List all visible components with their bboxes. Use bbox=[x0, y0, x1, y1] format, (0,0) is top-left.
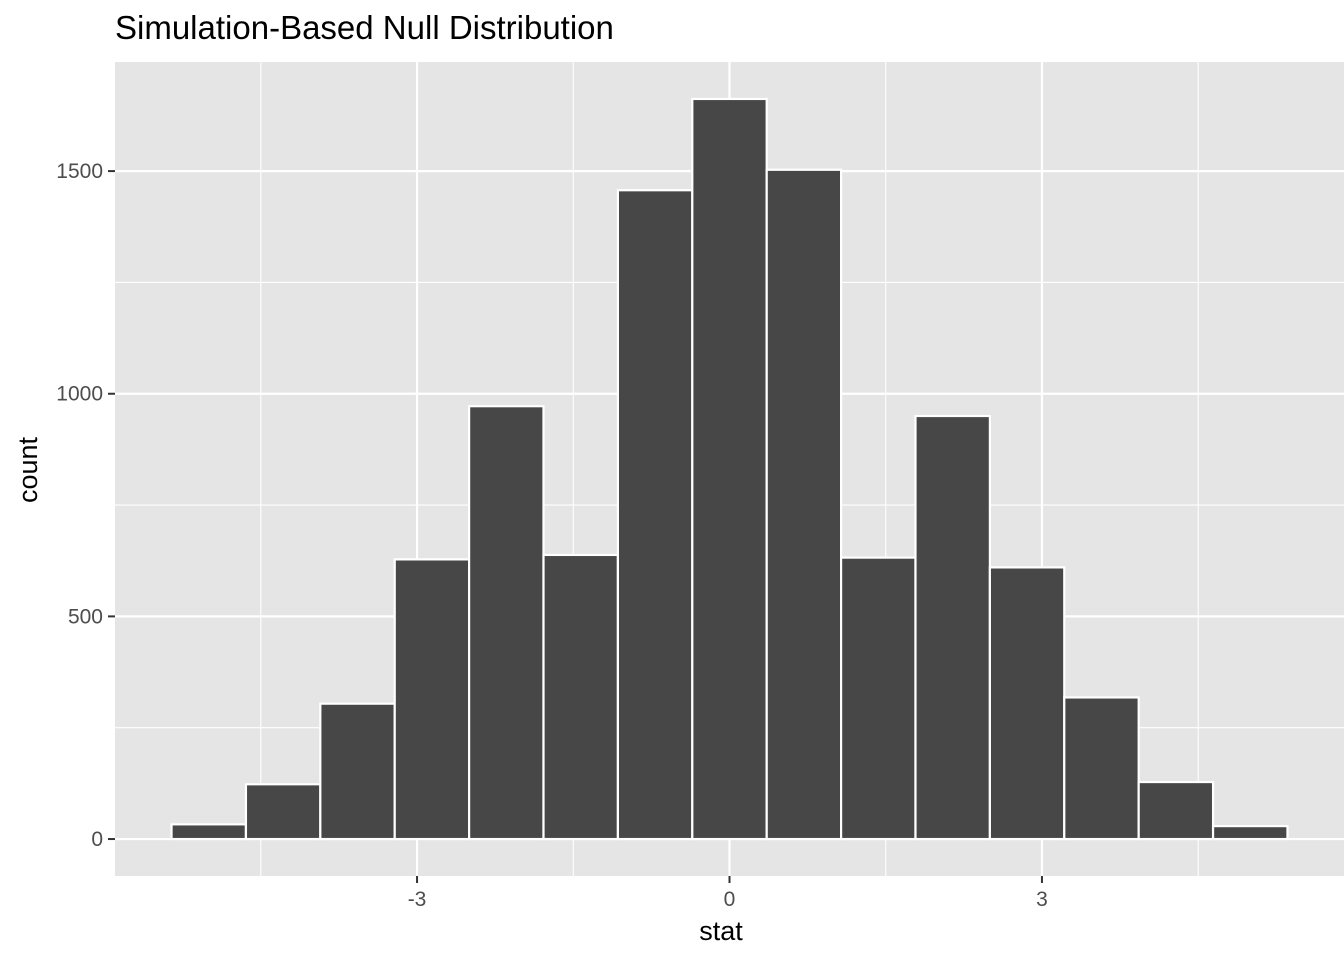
x-tick-label: 0 bbox=[724, 888, 736, 911]
x-tick-label: 3 bbox=[1036, 888, 1048, 911]
y-tick-label: 500 bbox=[68, 605, 103, 628]
histogram-bar bbox=[393, 558, 471, 841]
y-tick-label: 0 bbox=[91, 828, 103, 851]
histogram-bar bbox=[616, 189, 694, 841]
histogram-bar bbox=[170, 823, 248, 841]
histogram-bar bbox=[468, 405, 545, 841]
chart-title: Simulation-Based Null Distribution bbox=[115, 9, 614, 46]
x-axis: -3 0 3 bbox=[408, 876, 1048, 911]
histogram-bar bbox=[765, 168, 843, 841]
histogram-bar bbox=[691, 97, 768, 841]
histogram-bar bbox=[839, 556, 917, 841]
y-axis: 0 500 1000 1500 bbox=[56, 160, 115, 851]
y-tick-label: 1500 bbox=[56, 160, 103, 183]
histogram-bar bbox=[914, 414, 991, 841]
histogram-bar bbox=[1211, 825, 1289, 841]
x-axis-title: stat bbox=[699, 916, 743, 946]
histogram-bar bbox=[988, 566, 1066, 841]
y-tick-label: 1000 bbox=[56, 383, 103, 406]
x-tick-label: -3 bbox=[408, 888, 427, 911]
histogram-bar bbox=[1063, 696, 1140, 841]
histogram-bars bbox=[170, 97, 1289, 841]
histogram-bar bbox=[1137, 780, 1215, 841]
y-axis-title: count bbox=[13, 436, 43, 503]
histogram-bar bbox=[542, 553, 620, 841]
histogram-bar bbox=[244, 783, 322, 841]
histogram-bar bbox=[319, 702, 396, 841]
